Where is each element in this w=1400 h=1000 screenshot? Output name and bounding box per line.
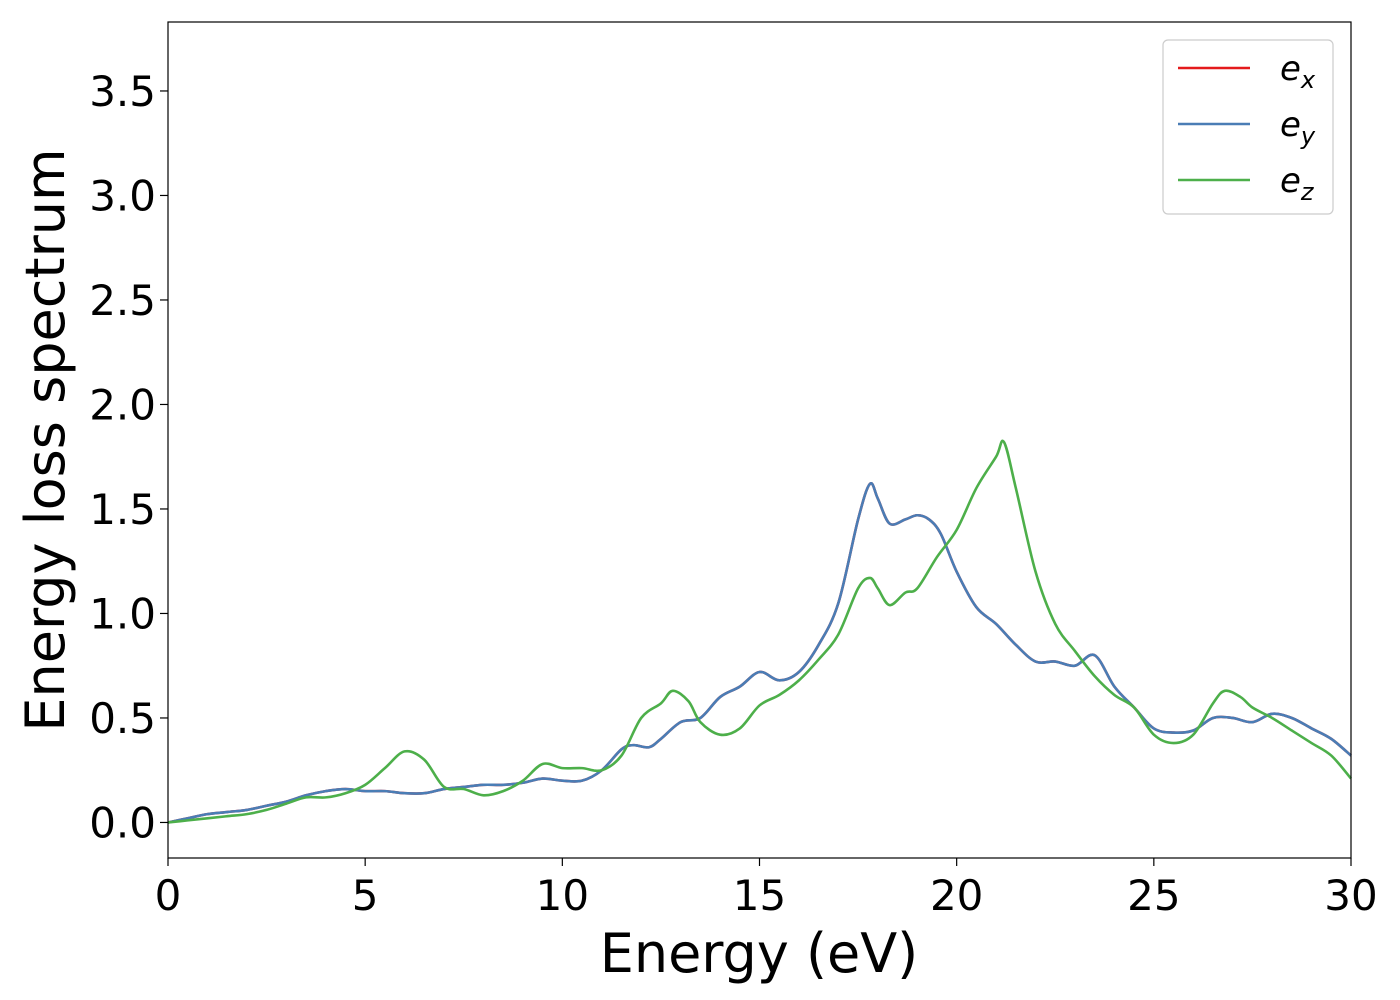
x-tick-label: 15 bbox=[733, 871, 786, 920]
y-tick-label: 0.0 bbox=[89, 798, 156, 847]
y-tick-label: 1.5 bbox=[89, 485, 156, 534]
y-axis-label: Energy loss spectrum bbox=[14, 148, 77, 731]
y-tick-label: 3.0 bbox=[89, 171, 156, 220]
y-tick-label: 0.5 bbox=[89, 694, 156, 743]
y-tick-label: 1.0 bbox=[89, 589, 156, 638]
y-tick-label: 3.5 bbox=[89, 67, 156, 116]
x-tick-label: 20 bbox=[930, 871, 983, 920]
series-layer bbox=[167, 439, 1352, 824]
x-axis-label: Energy (eV) bbox=[600, 922, 919, 985]
x-tick-label: 5 bbox=[352, 871, 379, 920]
series-line-z bbox=[167, 439, 1352, 824]
y-tick-label: 2.5 bbox=[89, 276, 156, 325]
x-tick-label: 10 bbox=[536, 871, 589, 920]
x-tick-label: 0 bbox=[155, 871, 182, 920]
y-axis: 0.0 0.5 1.0 1.5 2.0 2.5 3.0 3.5 bbox=[89, 67, 168, 847]
x-axis: 0 5 10 15 20 25 30 bbox=[155, 858, 1378, 920]
y-tick-label: 2.0 bbox=[89, 380, 156, 429]
legend-box bbox=[1162, 39, 1334, 215]
x-tick-label: 30 bbox=[1324, 871, 1377, 920]
x-tick-label: 25 bbox=[1127, 871, 1180, 920]
